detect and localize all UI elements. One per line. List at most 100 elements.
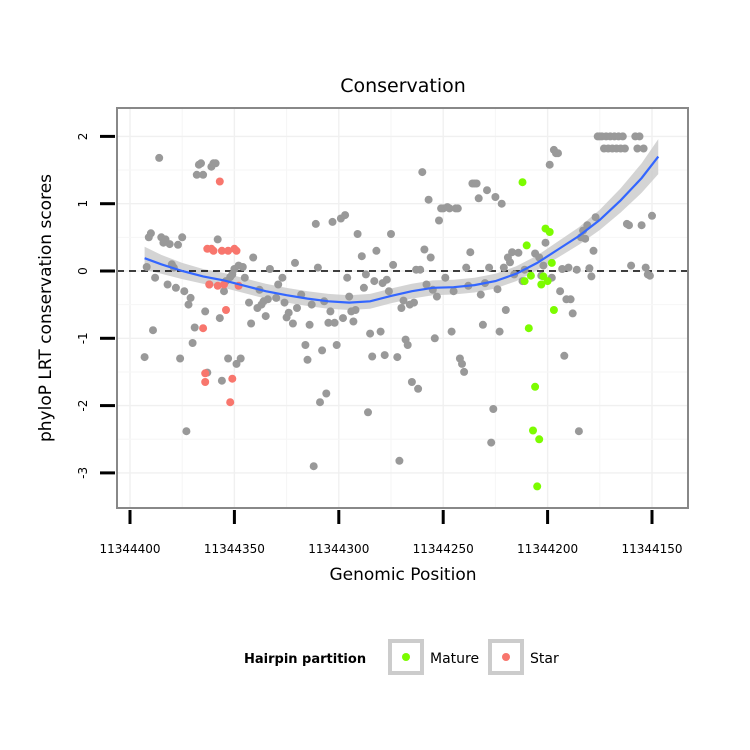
point-other [197, 159, 205, 168]
point-mature [520, 277, 529, 286]
point-mature [524, 324, 533, 333]
point-other [560, 351, 569, 360]
point-other [493, 285, 502, 294]
point-other [625, 221, 633, 230]
x-axis-title: Genomic Position [329, 565, 476, 585]
point-other [368, 352, 377, 361]
y-tick-label: -3 [76, 467, 90, 479]
point-other [301, 341, 310, 349]
point-other [278, 273, 287, 282]
point-other [554, 149, 562, 158]
point-other [224, 354, 233, 363]
scatter-points-layer [140, 132, 656, 491]
point-other [370, 277, 379, 286]
point-other [361, 270, 370, 279]
point-star [222, 306, 230, 314]
point-other [171, 283, 180, 292]
point-star [228, 374, 237, 383]
point-other [497, 199, 506, 208]
point-star [217, 246, 226, 255]
point-other [376, 327, 385, 336]
point-other [151, 273, 160, 282]
point-star [205, 280, 214, 289]
point-other [508, 248, 517, 257]
point-other [174, 240, 182, 249]
point-other [430, 334, 439, 343]
point-other [556, 287, 565, 296]
point-star [224, 246, 233, 255]
point-other [199, 170, 208, 179]
point-other [449, 287, 458, 296]
point-other [217, 376, 226, 385]
point-other [263, 295, 272, 304]
point-other [424, 195, 433, 204]
point-other [648, 211, 656, 220]
point-other [364, 408, 372, 417]
point-other [447, 327, 456, 336]
point-other [328, 217, 337, 226]
legend-title: Hairpin partition [244, 652, 366, 667]
point-other [318, 346, 327, 355]
point-other [353, 230, 362, 238]
point-other [572, 265, 581, 274]
point-mature [522, 241, 531, 250]
point-other [324, 318, 333, 327]
x-tick-label: 11344400 [99, 542, 160, 556]
point-other [585, 264, 594, 273]
point-other [341, 211, 350, 220]
plot-panel-border [116, 107, 689, 509]
point-other [188, 339, 197, 347]
point-other [397, 304, 406, 312]
point-other [372, 246, 381, 255]
point-other [149, 326, 157, 335]
point-mature [531, 382, 540, 391]
legend: Hairpin partition Mature Star [244, 639, 559, 675]
point-other [359, 283, 368, 292]
y-axis-title: phyloP LRT conservation scores [36, 174, 56, 442]
point-other [186, 293, 195, 302]
x-tick-label: 11344250 [413, 542, 474, 556]
point-other [422, 280, 431, 289]
point-other [291, 258, 299, 267]
point-other [581, 234, 590, 243]
point-other [483, 186, 491, 195]
point-other [155, 153, 164, 162]
point-other [501, 306, 510, 314]
point-other [309, 462, 318, 471]
point-other [265, 265, 274, 273]
point-star [201, 369, 210, 378]
point-other [435, 216, 443, 225]
point-other [416, 265, 425, 274]
y-tick-label: 0 [76, 267, 90, 275]
x-axis: 11344400 11344350 11344300 11344250 11344200… [99, 510, 683, 556]
smooth-trend-line [144, 155, 660, 304]
legend-dot-mature [402, 653, 410, 661]
x-tick-label: 11344350 [204, 542, 265, 556]
point-other [395, 456, 404, 465]
point-mature [529, 426, 537, 435]
point-other [589, 246, 598, 255]
point-other [274, 280, 283, 289]
point-other [192, 170, 201, 179]
point-other [432, 292, 441, 301]
point-other [568, 309, 577, 318]
point-other [316, 398, 324, 407]
point-other [220, 287, 228, 296]
point-other [558, 265, 567, 273]
point-mature [549, 306, 558, 314]
point-other [146, 229, 155, 238]
point-other [232, 359, 241, 368]
point-other [574, 427, 583, 436]
x-tick-label: 11344200 [517, 542, 578, 556]
point-other [305, 320, 314, 329]
point-other [351, 306, 360, 314]
point-other [343, 273, 352, 282]
legend-entry-mature: Mature [388, 639, 479, 675]
point-other [345, 292, 354, 301]
point-other [184, 300, 193, 309]
point-other [426, 253, 435, 262]
point-other [180, 287, 189, 296]
point-other [478, 320, 487, 329]
point-other [330, 318, 339, 327]
